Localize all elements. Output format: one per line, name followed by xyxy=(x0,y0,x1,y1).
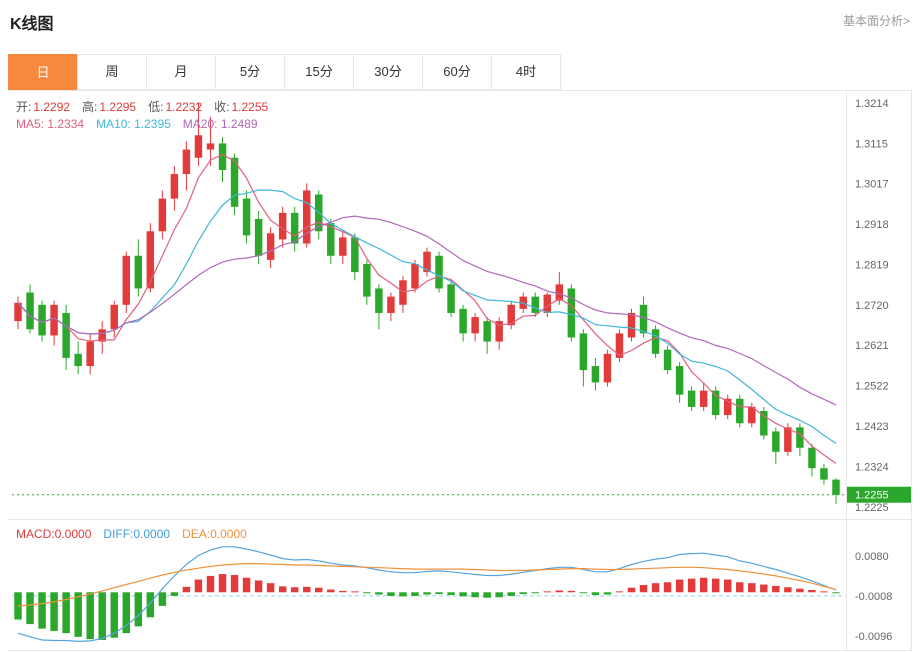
svg-text:1.2918: 1.2918 xyxy=(855,219,889,231)
tab-month[interactable]: 月 xyxy=(146,54,216,90)
macd-canvas[interactable]: 0.0080 -0.0008 -0.0096 xyxy=(8,520,912,650)
tab-30min[interactable]: 30分 xyxy=(353,54,423,90)
page-header: K线图 基本面分析> xyxy=(0,0,920,38)
svg-text:1.2255: 1.2255 xyxy=(855,490,889,502)
svg-text:1.3214: 1.3214 xyxy=(855,98,889,110)
tab-day[interactable]: 日 xyxy=(8,54,78,90)
svg-text:-0.0008: -0.0008 xyxy=(855,591,892,603)
tab-5min[interactable]: 5分 xyxy=(215,54,285,90)
main-chart-panel[interactable]: 1.3214 1.3115 1.3017 1.2918 1.2819 1.2720 1.26… xyxy=(8,91,911,519)
page-title: K线图 xyxy=(10,16,54,33)
svg-text:1.2324: 1.2324 xyxy=(855,462,889,474)
current-price-badge xyxy=(847,486,911,503)
kline-chart: 1.3214 1.3115 1.3017 1.2918 1.2819 1.2720 1.26… xyxy=(8,90,912,651)
svg-text:1.3115: 1.3115 xyxy=(855,138,888,150)
macd-panel[interactable]: 0.0080 -0.0008 -0.0096 MACD:0.0000 DIFF:0.0… xyxy=(8,519,911,650)
svg-text:1.2225: 1.2225 xyxy=(855,502,889,514)
svg-text:1.2819: 1.2819 xyxy=(855,259,889,271)
candlestick-canvas[interactable]: 1.3214 1.3115 1.3017 1.2918 1.2819 1.2720 1.26… xyxy=(8,91,912,519)
svg-text:1.2423: 1.2423 xyxy=(855,421,889,433)
tab-15min[interactable]: 15分 xyxy=(284,54,354,90)
svg-text:-0.0096: -0.0096 xyxy=(855,631,892,643)
tab-week[interactable]: 周 xyxy=(77,54,147,90)
timeframe-tabs: 日周月 5分 15分 30分 60分 4时 xyxy=(8,54,920,90)
tab-60min[interactable]: 60分 xyxy=(422,54,492,90)
svg-text:1.2621: 1.2621 xyxy=(855,340,889,352)
svg-text:1.2720: 1.2720 xyxy=(855,300,889,312)
svg-text:1.2522: 1.2522 xyxy=(855,381,889,393)
fundamental-analysis-link[interactable]: 基本面分析> xyxy=(842,14,910,28)
svg-text:0.0080: 0.0080 xyxy=(855,551,889,563)
tab-4hour[interactable]: 4时 xyxy=(491,54,561,90)
svg-text:1.3017: 1.3017 xyxy=(855,178,889,190)
